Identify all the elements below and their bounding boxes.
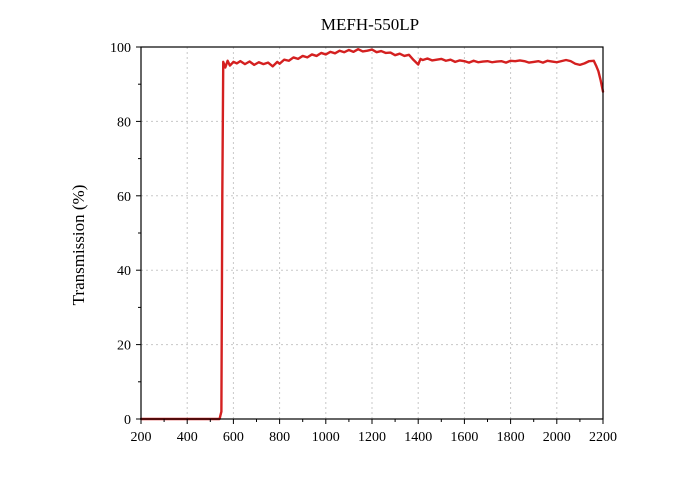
x-tick-label: 2200 — [589, 430, 617, 445]
x-tick-label: 1200 — [358, 430, 386, 445]
x-tick-label: 800 — [269, 430, 290, 445]
transmission-series-line — [139, 48, 605, 421]
x-tick-label: 1000 — [312, 430, 340, 445]
x-tick-label: 1400 — [404, 430, 432, 445]
y-axis-label: Transmission (%) — [69, 185, 88, 306]
y-axis: 0 20 40 60 80 100 — [110, 41, 141, 428]
y-tick-label: 0 — [124, 413, 131, 428]
y-tick-label: 100 — [110, 41, 131, 56]
x-tick-label: 1600 — [450, 430, 478, 445]
y-tick-label: 80 — [117, 115, 131, 130]
x-tick-label: 1800 — [497, 430, 525, 445]
y-tick-label: 40 — [117, 264, 131, 279]
x-tick-label: 600 — [223, 430, 244, 445]
x-tick-label: 2000 — [543, 430, 571, 445]
y-tick-label: 20 — [117, 339, 131, 354]
grid — [141, 47, 603, 419]
x-axis: 200 400 600 800 1000 1200 1400 1600 1800 2000 2200 — [131, 419, 617, 445]
x-tick-label: 200 — [131, 430, 152, 445]
x-tick-label: 400 — [177, 430, 198, 445]
y-tick-label: 60 — [117, 190, 131, 205]
series-layer — [139, 48, 605, 421]
chart-title: MEFH-550LP — [321, 15, 419, 34]
